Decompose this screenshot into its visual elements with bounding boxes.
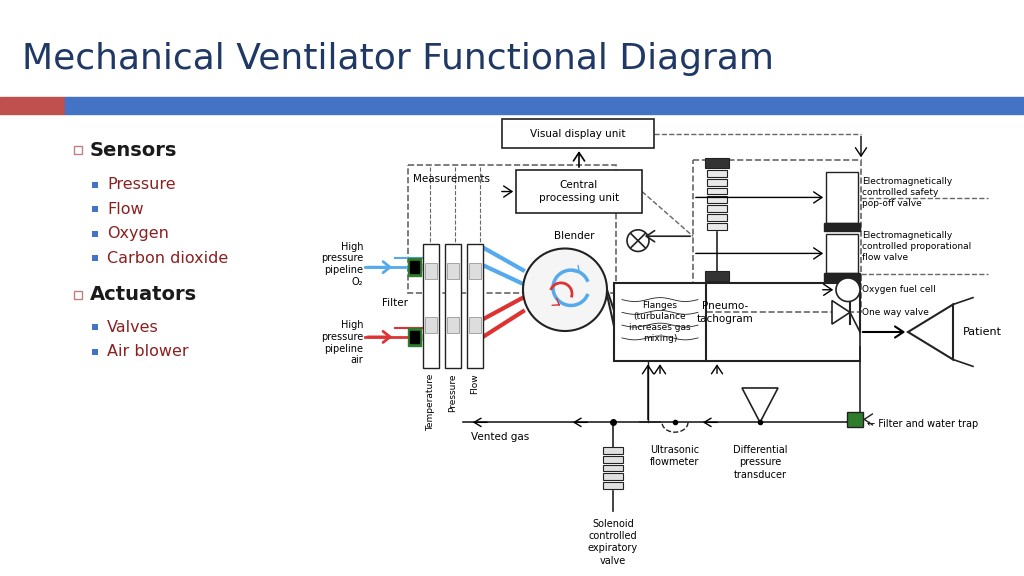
Bar [707,205,727,212]
Text: Sensors: Sensors [90,141,177,160]
Bar [705,271,729,281]
Bar [826,234,858,273]
Text: Actuators: Actuators [90,285,198,304]
Text: High
pressure
pipeline
air: High pressure pipeline air [321,320,362,365]
Text: Vented gas: Vented gas [471,432,529,442]
Text: Flanges
(turbulance
increases gas
mixing): Flanges (turbulance increases gas mixing… [629,301,691,343]
Text: Pressure: Pressure [106,177,176,192]
Text: Air blower: Air blower [106,344,188,359]
Text: Temperature: Temperature [427,373,435,431]
Bar [824,273,860,281]
Text: Measurements: Measurements [413,174,490,184]
Polygon shape [908,305,953,359]
Text: Mechanical Ventilator Functional Diagram: Mechanical Ventilator Functional Diagram [22,42,774,76]
Bar [707,170,727,177]
Text: Flow: Flow [470,373,479,394]
Bar [826,172,858,223]
Bar [707,179,727,185]
Bar [65,97,1024,114]
Bar [74,291,82,298]
Text: Patient: Patient [963,327,1002,337]
Polygon shape [742,388,778,422]
Bar [469,263,481,279]
Bar [693,160,861,312]
Text: Oxygen fuel cell: Oxygen fuel cell [862,285,936,294]
Bar [410,262,419,273]
Bar [603,482,623,489]
Bar [614,283,706,362]
Bar [707,188,727,195]
Text: Central
processing unit: Central processing unit [539,180,620,203]
Bar [92,324,98,330]
Bar [707,223,727,230]
Text: Pressure: Pressure [449,373,458,412]
Text: One way valve: One way valve [862,308,929,317]
Circle shape [523,248,607,331]
Bar [408,328,421,346]
Bar [467,244,483,368]
Text: Electromagnetically
controlled proporational
flow valve: Electromagnetically controlled proporati… [862,231,971,262]
Text: Solenoid
controlled
expiratory
valve: Solenoid controlled expiratory valve [588,518,638,566]
Bar [92,348,98,355]
Bar [0,97,65,114]
Text: Pneumo-
tachogram: Pneumo- tachogram [696,301,754,324]
Bar [425,317,437,333]
Bar [445,244,461,368]
Bar [408,165,616,293]
Polygon shape [831,301,850,324]
Bar [92,181,98,188]
Bar [408,258,421,276]
Text: ← Filter and water trap: ← Filter and water trap [867,419,978,429]
Text: Valves: Valves [106,320,159,335]
Bar [603,473,623,480]
Bar [92,231,98,237]
Bar [447,263,459,279]
Text: Filter: Filter [382,298,408,308]
Bar [74,146,82,154]
Bar [603,447,623,454]
Text: Visual display unit: Visual display unit [530,128,626,139]
Bar [824,223,860,231]
Circle shape [836,278,860,302]
Bar [92,206,98,212]
Bar [603,465,623,472]
Bar [516,170,642,213]
Bar [707,214,727,221]
Text: Carbon dioxide: Carbon dioxide [106,251,228,266]
Bar [423,244,439,368]
Text: Electromagnetically
controlled safety
pop-off valve: Electromagnetically controlled safety po… [862,177,952,208]
Bar [469,317,481,333]
Text: Flow: Flow [106,202,143,217]
Bar [707,196,727,203]
Circle shape [627,230,649,252]
Bar [410,331,419,343]
Bar [447,317,459,333]
Text: Oxygen: Oxygen [106,226,169,241]
Text: High
pressure
pipeline
O₂: High pressure pipeline O₂ [321,242,362,287]
Text: Differential
pressure
transducer: Differential pressure transducer [733,445,787,480]
Bar [705,158,729,168]
Bar [425,263,437,279]
Bar [847,411,863,427]
Text: Blender: Blender [554,231,594,241]
Bar [92,255,98,262]
Bar [502,119,654,148]
Bar [603,456,623,463]
Text: Ultrasonic
flowmeter: Ultrasonic flowmeter [650,445,699,467]
